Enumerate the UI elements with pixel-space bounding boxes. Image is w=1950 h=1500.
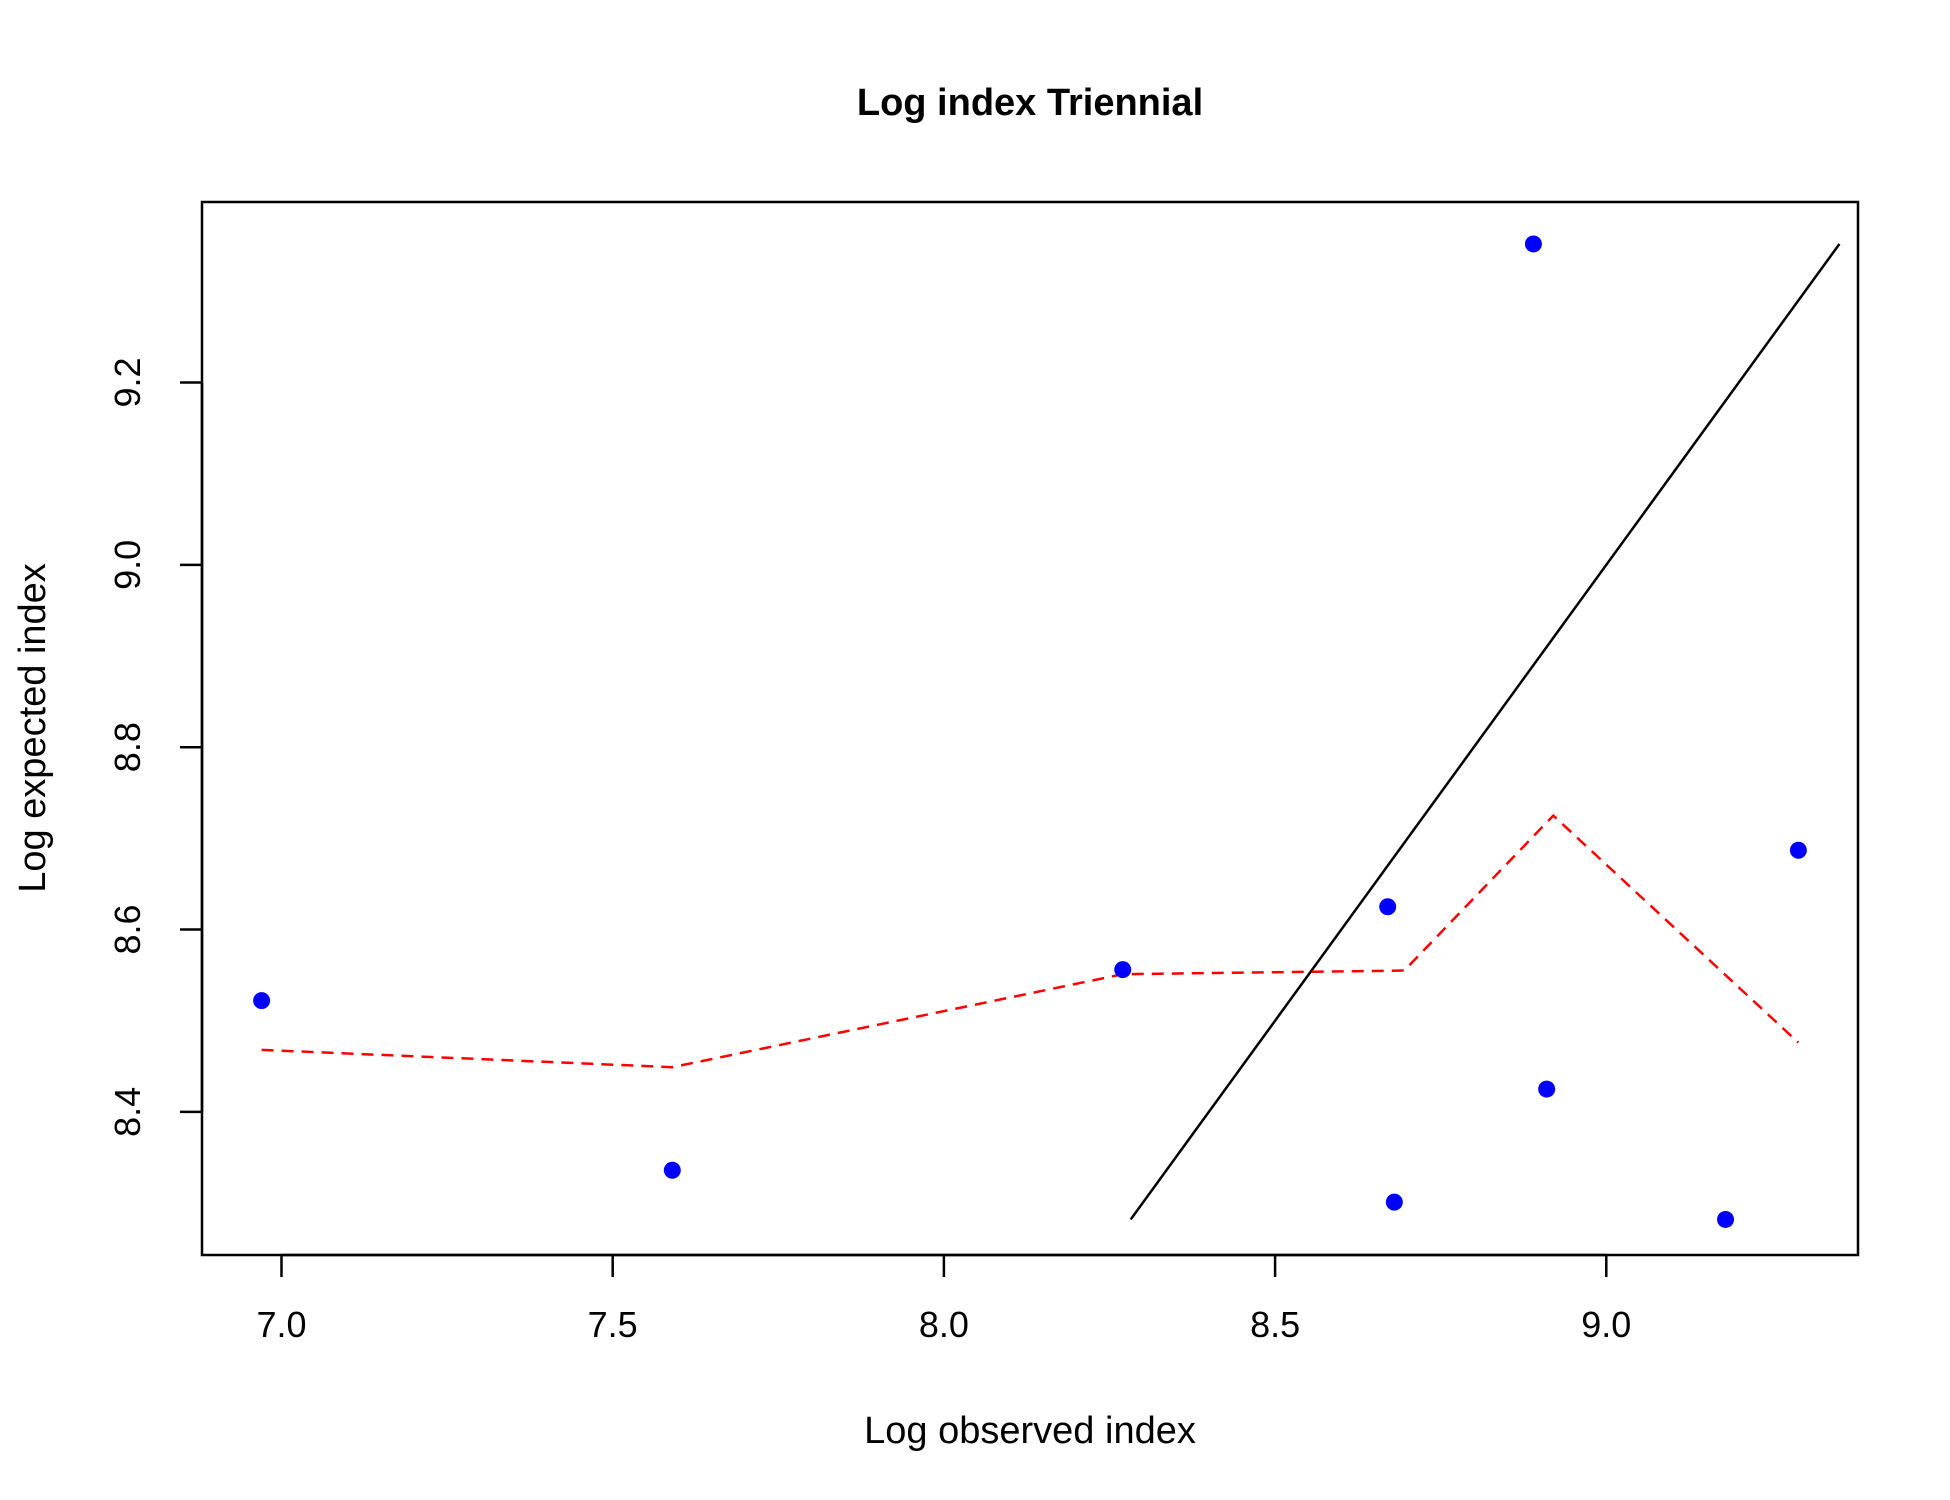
y-tick-label: 9.2 <box>107 357 148 407</box>
data-point <box>1114 961 1132 979</box>
series-layer <box>253 235 1841 1228</box>
x-axis-label: Log observed index <box>864 1410 1196 1452</box>
y-tick-label: 8.6 <box>107 905 148 955</box>
plot-frame <box>200 200 1860 1257</box>
x-tick-label: 7.0 <box>256 1304 306 1345</box>
dashed-line <box>261 813 1800 1069</box>
data-point <box>663 1161 681 1179</box>
x-tick-label: 9.0 <box>1581 1304 1631 1345</box>
y-tick-label: 9.0 <box>107 540 148 590</box>
x-tick-label: 8.0 <box>919 1304 969 1345</box>
data-point <box>1789 841 1807 859</box>
x-axis: 7.0 7.5 8.0 8.5 9.0 <box>256 1253 1631 1345</box>
y-axis-label: Log expected index <box>12 563 54 893</box>
chart-title: Log index Triennial <box>857 82 1203 124</box>
data-point <box>1717 1210 1735 1228</box>
data-point <box>253 992 271 1010</box>
data-point <box>1379 898 1397 916</box>
data-point <box>1524 235 1542 253</box>
x-tick-label: 8.5 <box>1250 1304 1300 1345</box>
y-tick-label: 8.4 <box>107 1087 148 1137</box>
y-axis: 8.4 8.6 8.8 9.0 9.2 <box>107 357 204 1137</box>
solid-line <box>1129 243 1841 1221</box>
x-tick-label: 7.5 <box>588 1304 638 1345</box>
y-tick-label: 8.8 <box>107 722 148 772</box>
data-point <box>1538 1080 1556 1098</box>
data-point <box>1385 1193 1403 1211</box>
